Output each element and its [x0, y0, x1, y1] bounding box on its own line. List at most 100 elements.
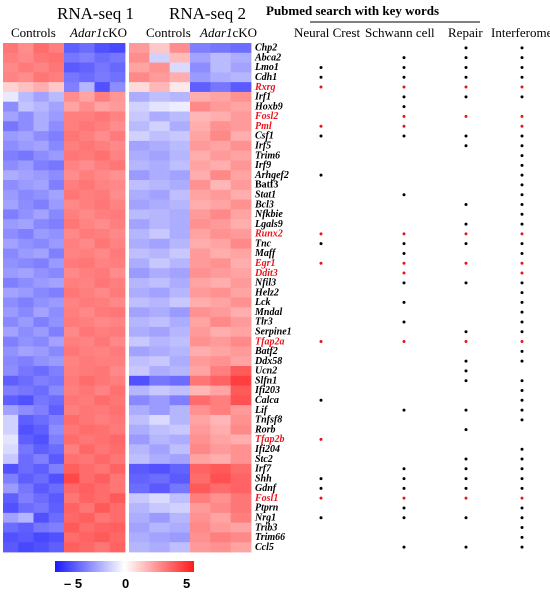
- heat-cell: [149, 62, 171, 73]
- heat-cell: [3, 131, 19, 142]
- pubmed-dot: [319, 496, 323, 500]
- heat-cell: [94, 522, 111, 533]
- heat-cell: [149, 297, 171, 308]
- heat-cell: [94, 228, 111, 240]
- heat-cell: [129, 82, 150, 93]
- heat-cell: [210, 385, 232, 396]
- heat-cell: [64, 326, 80, 338]
- col-header-neural-crest: Neural Crest: [294, 25, 360, 40]
- heat-cell: [109, 248, 126, 259]
- heat-cell: [190, 180, 211, 191]
- heat-cell: [33, 356, 50, 367]
- heat-cell: [18, 111, 34, 122]
- heat-cell: [149, 356, 171, 367]
- heat-cell: [129, 228, 150, 240]
- heat-cell: [79, 317, 95, 328]
- heat-cell: [230, 111, 252, 122]
- heat-cell: [79, 385, 95, 396]
- heat-cell: [3, 62, 19, 73]
- gene-label: Maff: [254, 248, 277, 259]
- pubmed-dot: [520, 193, 524, 197]
- heat-cell: [94, 82, 111, 93]
- heat-cell: [48, 473, 65, 484]
- pubmed-dot: [520, 310, 524, 314]
- heat-cell: [33, 522, 50, 533]
- heat-cell: [48, 434, 65, 445]
- heat-cell: [18, 346, 34, 357]
- heat-cell: [230, 346, 252, 357]
- heat-cell: [94, 131, 111, 142]
- pubmed-dot: [464, 114, 468, 118]
- gene-label: Hoxb9: [254, 101, 283, 112]
- heat-cell: [94, 101, 111, 112]
- heat-cell: [48, 503, 65, 514]
- heat-cell: [48, 542, 65, 553]
- heat-cell: [3, 209, 19, 220]
- heat-cell: [3, 101, 19, 112]
- pubmed-dot: [520, 398, 524, 402]
- heat-cell: [109, 424, 126, 435]
- heat-cell: [3, 405, 19, 416]
- pubmed-dot: [464, 457, 468, 461]
- heat-cell: [79, 228, 95, 240]
- heat-cell: [149, 326, 171, 338]
- heat-cell: [48, 424, 65, 435]
- heat-cell: [210, 375, 232, 386]
- heat-cell: [94, 356, 111, 367]
- heat-cell: [109, 395, 126, 406]
- gene-label: Rxrg: [254, 82, 276, 93]
- gene-label: Slfn1: [255, 375, 277, 386]
- heat-cell: [169, 170, 191, 181]
- heat-cell: [3, 444, 19, 455]
- heat-cell: [48, 366, 65, 377]
- heat-cell: [94, 444, 111, 455]
- heat-cell: [109, 405, 126, 416]
- heat-cell: [94, 405, 111, 416]
- heat-cell: [109, 375, 126, 386]
- pubmed-dot: [464, 65, 468, 69]
- gene-label: Irf7: [254, 464, 272, 475]
- heat-cell: [210, 72, 232, 83]
- heat-cell: [129, 219, 150, 230]
- heat-cell: [18, 209, 34, 220]
- heat-cell: [129, 170, 150, 181]
- heat-cell: [129, 385, 150, 396]
- pubmed-dot: [520, 203, 524, 207]
- pubmed-dot: [464, 496, 468, 500]
- heat-cell: [149, 532, 171, 543]
- heat-cell: [48, 219, 65, 230]
- heat-cell: [64, 317, 80, 328]
- heat-cell: [79, 150, 95, 161]
- heat-cell: [109, 219, 126, 230]
- heat-cell: [169, 258, 191, 269]
- heat-cell: [190, 228, 211, 240]
- heat-cell: [48, 209, 65, 220]
- gene-label: Stc2: [255, 454, 273, 465]
- heat-cell: [94, 258, 111, 269]
- heat-cell: [149, 52, 171, 63]
- heat-cell: [3, 503, 19, 514]
- heat-cell: [64, 454, 80, 465]
- heat-cell: [169, 72, 191, 83]
- pubmed-dot: [464, 379, 468, 383]
- heat-cell: [129, 52, 150, 63]
- heat-cell: [33, 101, 50, 112]
- heat-cell: [230, 405, 252, 416]
- heat-cell: [149, 199, 171, 210]
- heat-cell: [64, 414, 80, 426]
- heat-cell: [18, 326, 34, 338]
- heat-cell: [79, 375, 95, 386]
- heat-cell: [79, 111, 95, 122]
- heat-cell: [79, 444, 95, 455]
- heat-cell: [33, 326, 50, 338]
- heat-cell: [230, 238, 252, 249]
- heat-cell: [129, 140, 150, 152]
- heat-cell: [230, 228, 252, 240]
- heat-cell: [94, 366, 111, 377]
- pubmed-dot: [464, 261, 468, 265]
- heat-cell: [149, 277, 171, 289]
- heat-cell: [169, 287, 191, 298]
- heat-cell: [3, 326, 19, 338]
- heat-cell: [190, 248, 211, 259]
- heat-cell: [94, 317, 111, 328]
